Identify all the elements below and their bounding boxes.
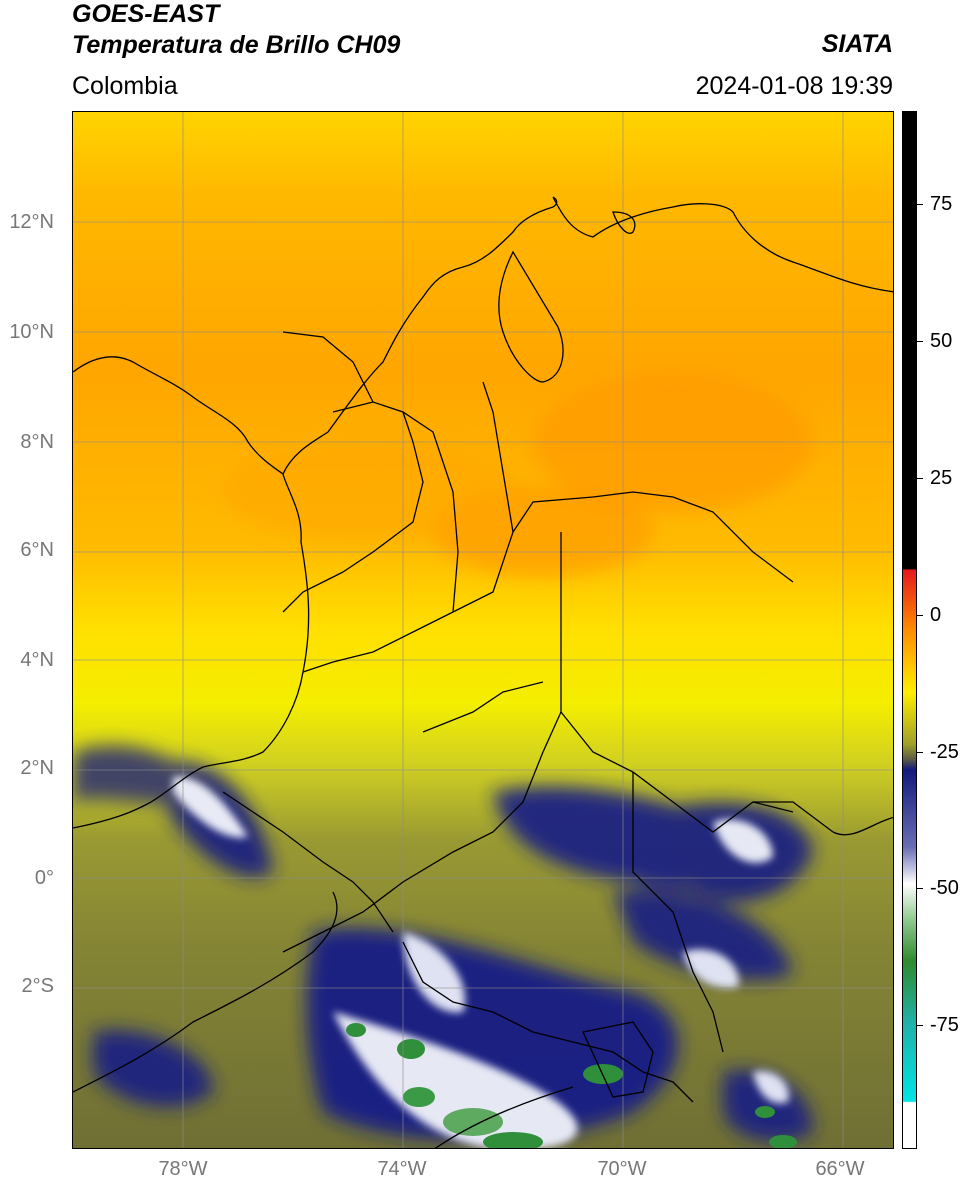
- lat-label-8n: 8°N: [20, 431, 54, 453]
- colorbar-label-50: 50: [930, 330, 953, 352]
- lat-label-12n: 12°N: [9, 211, 54, 233]
- colorbar-label-75: 75: [930, 193, 953, 215]
- colorbar-tick: [917, 204, 923, 205]
- colorbar-scale: [903, 112, 916, 1148]
- datetime-label: 2024-01-08 19:39: [695, 72, 893, 100]
- product-title: Temperatura de Brillo CH09: [72, 31, 401, 59]
- lon-label-66w: 66°W: [815, 1158, 865, 1180]
- colorbar-tick: [917, 478, 923, 479]
- map-canvas: [73, 112, 893, 1148]
- lat-label-6n: 6°N: [20, 539, 54, 561]
- lat-label-2s: 2°S: [21, 975, 54, 997]
- lon-label-74w: 74°W: [377, 1158, 427, 1180]
- coastlines-and-borders: [73, 196, 893, 1148]
- region-label: Colombia: [72, 72, 178, 100]
- source-label: SIATA: [821, 30, 893, 58]
- lat-label-2n: 2°N: [20, 757, 54, 779]
- colorbar-label-minus75: -75: [930, 1014, 959, 1036]
- graticule: [73, 112, 893, 1148]
- colorbar-label-0: 0: [930, 604, 942, 626]
- colorbar-tick: [917, 615, 923, 616]
- lon-label-70w: 70°W: [597, 1158, 647, 1180]
- colorbar-label-minus25: -25: [930, 741, 959, 763]
- colorbar-tick: [917, 341, 923, 342]
- colorbar-tick: [917, 888, 923, 889]
- lon-label-78w: 78°W: [158, 1158, 208, 1180]
- lat-label-4n: 4°N: [20, 649, 54, 671]
- lat-label-10n: 10°N: [9, 321, 54, 343]
- colorbar-tick: [917, 1025, 923, 1026]
- satellite-title: GOES-EAST: [72, 0, 220, 28]
- colorbar: [902, 111, 917, 1149]
- colorbar-label-25: 25: [930, 467, 953, 489]
- colorbar-tick: [917, 752, 923, 753]
- lat-label-0: 0°: [34, 867, 54, 889]
- brightness-temperature-map[interactable]: [72, 111, 894, 1149]
- colorbar-label-minus50: -50: [930, 877, 959, 899]
